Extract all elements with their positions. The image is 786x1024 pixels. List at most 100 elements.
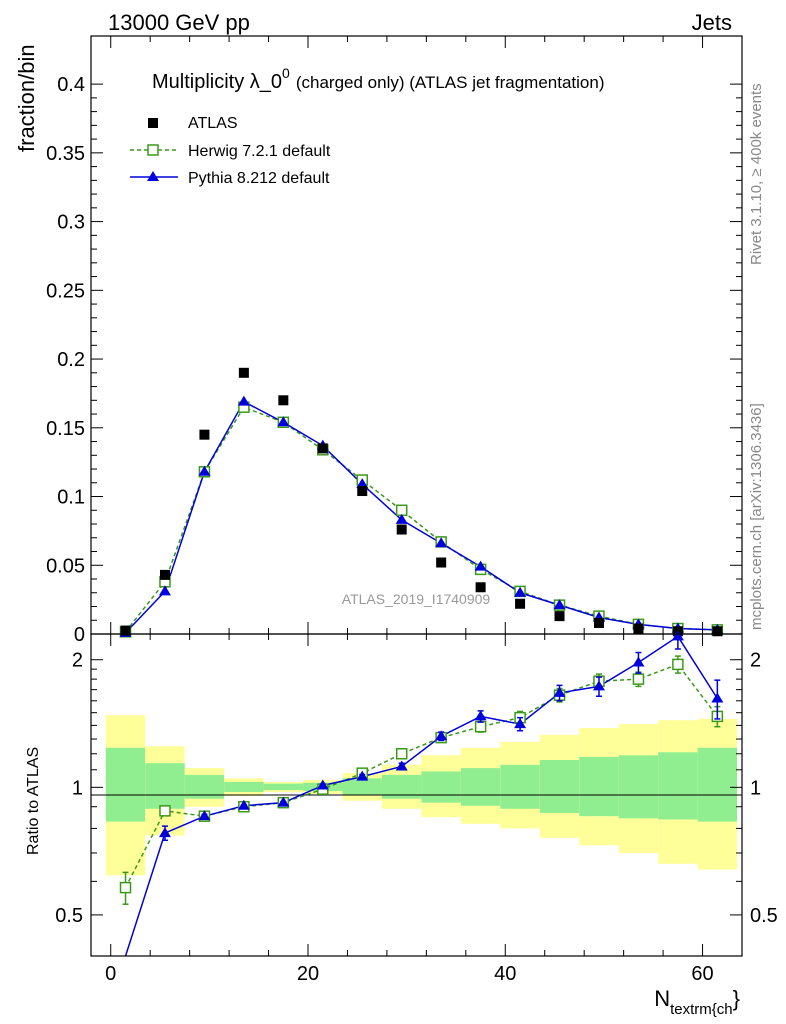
- main-ylabel: fraction/bin: [14, 44, 39, 152]
- title-rest: (charged only) (ATLAS jet fragmentation): [296, 73, 605, 92]
- pythia-point: [237, 395, 250, 406]
- pythia-ratio-point: [474, 710, 487, 721]
- pythia-ratio-line: [124, 635, 718, 957]
- legend-pythia-marker: [147, 171, 159, 181]
- atlas-point: [238, 367, 249, 378]
- pythia-ratio-point: [553, 686, 566, 697]
- atlas-point: [593, 618, 604, 629]
- pythia-ratio-point: [198, 810, 211, 821]
- pythia-ratio-point: [514, 718, 527, 729]
- pythia-point: [514, 586, 527, 597]
- atlas-point: [396, 524, 407, 535]
- atlas-point: [199, 429, 210, 440]
- atlas-point: [515, 598, 526, 609]
- legend-pythia-label: Pythia 8.212 default: [188, 170, 330, 187]
- atlas-point: [554, 611, 565, 622]
- main-ytick-label: 0.15: [46, 418, 85, 440]
- herwig-ratio-point: [119, 881, 132, 894]
- main-ytick-label: 0.2: [57, 349, 85, 371]
- pythia-ratio-point: [435, 730, 448, 741]
- atlas-point: [159, 569, 170, 580]
- atlas-point: [712, 626, 723, 637]
- watermark: ATLAS_2019_I1740909: [342, 591, 491, 607]
- rivet-label: Rivet 3.1.10, ≥ 400k events: [748, 83, 765, 265]
- herwig-line: [124, 406, 718, 633]
- ratio-band-inner: [500, 764, 540, 809]
- ratio-band-inner: [184, 774, 225, 799]
- pythia-ratio-point: [277, 796, 290, 807]
- ratio-xtick-label: 20: [297, 963, 319, 985]
- ratio-band-inner: [618, 755, 659, 819]
- pythia-point: [474, 560, 487, 571]
- ratio-band-inner: [224, 781, 264, 792]
- xlabel-main: N: [654, 986, 670, 1011]
- ratio-ytick-label: 0.5: [55, 905, 83, 927]
- ratio-band-inner: [658, 752, 698, 820]
- legend-herwig-marker: [147, 144, 159, 156]
- pythia-ratio-point: [237, 799, 250, 810]
- ratio-xlabel: Ntextrm{ch}: [654, 986, 740, 1018]
- ratio-band-inner: [697, 747, 738, 822]
- ratio-ytick-label-right: 2: [750, 650, 761, 672]
- ratio-plot: 0.5 0.5 1 1 2 2 0 20 40 60 Ratio to ATLAS Ntextr…: [25, 630, 778, 1018]
- herwig-point: [395, 504, 408, 517]
- main-plot: 0 0.05 0.1 0.15 0.2 0.25 0.3 0.35 0.4 ATLAS_2019…: [14, 35, 743, 646]
- header-right: Jets: [692, 10, 732, 35]
- mcplots-label: mcplots.cern.ch [arXiv:1306.3436]: [748, 403, 765, 630]
- ratio-band-inner: [342, 778, 382, 795]
- main-ytick-label: 0.25: [46, 280, 85, 302]
- main-ytick-label: 0.35: [46, 143, 85, 165]
- pythia-ratio-point: [356, 770, 369, 781]
- atlas-point: [278, 395, 289, 406]
- ratio-xtick-label: 60: [691, 963, 713, 985]
- ratio-ytick-label-right: 0.5: [750, 905, 778, 927]
- pythia-ratio-point: [592, 680, 605, 691]
- pythia-ratio-point: [316, 779, 329, 790]
- header-left: 13000 GeV pp: [108, 10, 250, 35]
- atlas-point: [120, 625, 131, 636]
- ratio-band-inner: [579, 756, 619, 817]
- atlas-point: [633, 623, 644, 634]
- main-ytick-label: 0.05: [46, 555, 85, 577]
- ratio-band-inner: [145, 763, 185, 809]
- pythia-ratio-point: [671, 630, 684, 641]
- pythia-point: [435, 537, 448, 548]
- legend-atlas-label: ATLAS: [188, 115, 238, 132]
- main-title: Multiplicity λ_00 (charged only) (ATLAS j…: [152, 65, 605, 93]
- ratio-band-inner: [381, 774, 422, 799]
- herwig-ratio-point: [474, 720, 487, 733]
- ratio-band-inner: [460, 768, 501, 806]
- ratio-band-inner: [421, 771, 461, 803]
- xlabel-sub: textrm{ch: [670, 1001, 733, 1018]
- pythia-ratio-point: [711, 692, 724, 703]
- pythia-point: [553, 599, 566, 610]
- ratio-band-inner: [539, 760, 580, 813]
- herwig-ratio-point: [395, 748, 408, 760]
- atlas-point: [317, 443, 328, 454]
- main-ytick-label: 0.4: [57, 74, 85, 96]
- title-sup: 0: [282, 65, 290, 81]
- legend: ATLAS Herwig 7.2.1 default Pythia 8.212 …: [130, 115, 331, 187]
- pythia-point: [356, 478, 369, 489]
- ratio-xtick-label: 0: [105, 963, 116, 985]
- herwig-ratio-point: [159, 805, 171, 817]
- title-main: Multiplicity λ_0: [152, 71, 282, 93]
- pythia-point: [395, 513, 408, 524]
- pythia-ratio-point: [632, 656, 645, 667]
- main-ytick-label: 0.1: [57, 487, 85, 509]
- herwig-ratio-point: [672, 658, 684, 671]
- main-ytick-label: 0.3: [57, 212, 85, 234]
- herwig-ratio-point: [632, 673, 645, 685]
- legend-herwig-label: Herwig 7.2.1 default: [188, 143, 331, 160]
- ratio-band-inner: [263, 783, 304, 791]
- pythia-ratio-point: [395, 760, 408, 771]
- ratio-ytick-label: 1: [72, 777, 83, 799]
- main-ytick-label: 0: [74, 624, 85, 646]
- pythia-line: [124, 400, 718, 634]
- legend-atlas-marker: [148, 118, 158, 128]
- pythia-point: [198, 465, 211, 476]
- ratio-xtick-label: 40: [494, 963, 516, 985]
- xlabel-tail: }: [733, 986, 740, 1011]
- atlas-point: [357, 486, 368, 497]
